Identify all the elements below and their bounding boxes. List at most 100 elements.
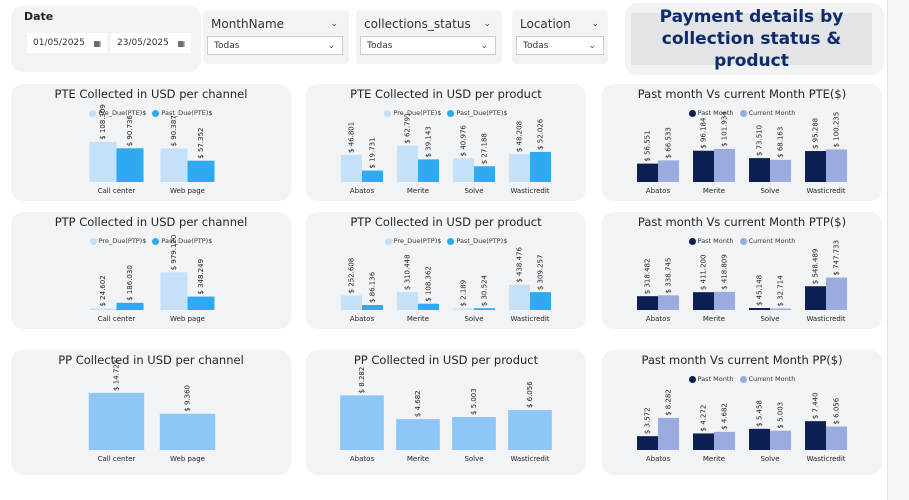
legend-item[interactable]: Pre_Due(PTE)$ <box>89 109 146 117</box>
legend-item[interactable]: Current Month <box>739 375 795 383</box>
chevron-down-icon[interactable]: ⌄ <box>591 18 599 29</box>
bar[interactable] <box>88 392 145 450</box>
bar[interactable] <box>509 154 530 182</box>
chart-card-pte-month[interactable]: Past month Vs current Month PTE($) Past M… <box>602 84 882 201</box>
chart-card-pp-month[interactable]: Past month Vs current Month PP($) Past Mo… <box>602 350 882 475</box>
bar[interactable] <box>89 308 117 311</box>
bar[interactable] <box>770 430 791 450</box>
chart-card-pp-channel[interactable]: PP Collected in USD per channel $ 14.723 C… <box>11 350 291 475</box>
legend-item[interactable]: Past Month <box>688 237 734 245</box>
category-label: Web page <box>170 455 205 463</box>
chart-card-pte-product[interactable]: PTE Collected in USD per product Pre_Due(… <box>306 84 586 201</box>
bar[interactable] <box>474 308 495 310</box>
chevron-down-icon[interactable]: ⌄ <box>330 18 338 29</box>
bar[interactable] <box>160 148 188 182</box>
bar[interactable] <box>362 170 383 182</box>
legend-item[interactable]: Pre_Due(PTP)$ <box>89 237 146 245</box>
bar[interactable] <box>397 292 418 310</box>
bar[interactable] <box>693 292 714 310</box>
bar[interactable] <box>658 417 679 450</box>
chevron-down-icon[interactable]: ⌄ <box>483 18 491 29</box>
bar[interactable] <box>637 296 658 310</box>
bar[interactable] <box>714 431 735 450</box>
bar[interactable] <box>362 305 383 310</box>
location-dropdown[interactable]: Todas ⌄ <box>516 36 604 55</box>
data-label: $ 68.163 <box>777 127 785 158</box>
bar[interactable] <box>530 151 551 182</box>
bar[interactable] <box>159 413 216 450</box>
bar[interactable] <box>116 148 144 182</box>
bar[interactable] <box>418 159 439 182</box>
bar[interactable] <box>160 272 188 310</box>
bar[interactable] <box>187 296 215 310</box>
data-label: $ 9.360 <box>184 385 192 412</box>
data-label: $ 2.189 <box>460 280 468 307</box>
legend-item[interactable]: Current Month <box>739 109 796 117</box>
bar[interactable] <box>396 419 440 450</box>
bar[interactable] <box>749 428 770 450</box>
bar[interactable] <box>89 141 117 182</box>
data-label: $ 318.482 <box>644 259 652 295</box>
bar[interactable] <box>530 292 551 310</box>
legend-item[interactable]: Past_Due(PTE)$ <box>447 109 508 117</box>
chart-card-ptp-month[interactable]: Past month Vs current Month PTP($) Past M… <box>602 212 882 329</box>
chart-card-ptp-channel[interactable]: PTP Collected in USD per channel Pre_Due(… <box>11 212 291 329</box>
legend-item[interactable]: Past Month <box>688 109 734 117</box>
bar[interactable] <box>770 308 791 311</box>
bar[interactable] <box>826 426 847 450</box>
bar[interactable] <box>453 158 474 182</box>
bar[interactable] <box>658 295 679 310</box>
bar[interactable] <box>637 163 658 182</box>
location-slicer-header[interactable]: Location ⌄ <box>516 14 606 33</box>
bar[interactable] <box>508 410 552 450</box>
category-label: Wasticredit <box>510 455 549 463</box>
status-slicer-header[interactable]: collections_status ⌄ <box>360 14 498 33</box>
bar[interactable] <box>341 154 362 182</box>
bar[interactable] <box>658 160 679 182</box>
bar[interactable] <box>826 149 847 182</box>
page-title-line-2: collection status & product <box>661 29 842 71</box>
bar[interactable] <box>749 158 770 182</box>
month-dropdown[interactable]: Todas ⌄ <box>207 36 343 55</box>
legend-label: Pre_Due(PTP)$ <box>393 237 442 245</box>
chart-card-pte-channel[interactable]: PTE Collected in USD per channel Pre_Due(… <box>11 84 291 201</box>
data-label: $ 40.976 <box>460 125 468 157</box>
status-dropdown[interactable]: Todas ⌄ <box>360 36 496 55</box>
bar[interactable] <box>805 286 826 310</box>
date-end-input[interactable]: 23/05/2025 ▦ <box>111 33 191 53</box>
chart-card-pp-product[interactable]: PP Collected in USD per product $ 8.282 Ab… <box>306 350 586 475</box>
legend-item[interactable]: Pre_Due(PTE)$ <box>384 109 441 117</box>
bar[interactable] <box>509 284 530 310</box>
bar[interactable] <box>805 151 826 182</box>
bar[interactable] <box>770 159 791 182</box>
bar[interactable] <box>714 291 735 310</box>
bar[interactable] <box>397 145 418 182</box>
bar[interactable] <box>116 302 144 310</box>
bar[interactable] <box>749 308 770 310</box>
bar[interactable] <box>693 150 714 182</box>
bar[interactable] <box>637 436 658 450</box>
bar[interactable] <box>452 417 496 450</box>
bar[interactable] <box>340 395 384 450</box>
legend-item[interactable]: Pre_Due(PTP)$ <box>384 237 442 245</box>
date-start-input[interactable]: 01/05/2025 ▦ <box>27 33 107 53</box>
bar[interactable] <box>418 303 439 310</box>
bar[interactable] <box>693 433 714 450</box>
bar[interactable] <box>341 295 362 310</box>
legend-item[interactable]: Past Month <box>688 375 734 383</box>
legend-item[interactable]: Past_Due(PTE)$ <box>152 109 213 117</box>
chart-card-ptp-product[interactable]: PTP Collected in USD per product Pre_Due(… <box>306 212 586 329</box>
bar[interactable] <box>187 160 215 182</box>
bar[interactable] <box>714 148 735 182</box>
legend-item[interactable]: Current Month <box>739 237 795 245</box>
legend-label: Current Month <box>748 109 796 117</box>
bar[interactable] <box>453 308 474 311</box>
bar[interactable] <box>474 166 495 182</box>
calendar-icon[interactable]: ▦ <box>177 38 185 48</box>
legend-item[interactable]: Past_Due(PTP)$ <box>447 237 507 245</box>
calendar-icon[interactable]: ▦ <box>93 38 101 48</box>
month-slicer-header[interactable]: MonthName ⌄ <box>207 14 345 33</box>
bar[interactable] <box>805 421 826 450</box>
bar[interactable] <box>826 277 847 310</box>
legend-item[interactable]: Past_Due(PTP)$ <box>152 237 212 245</box>
